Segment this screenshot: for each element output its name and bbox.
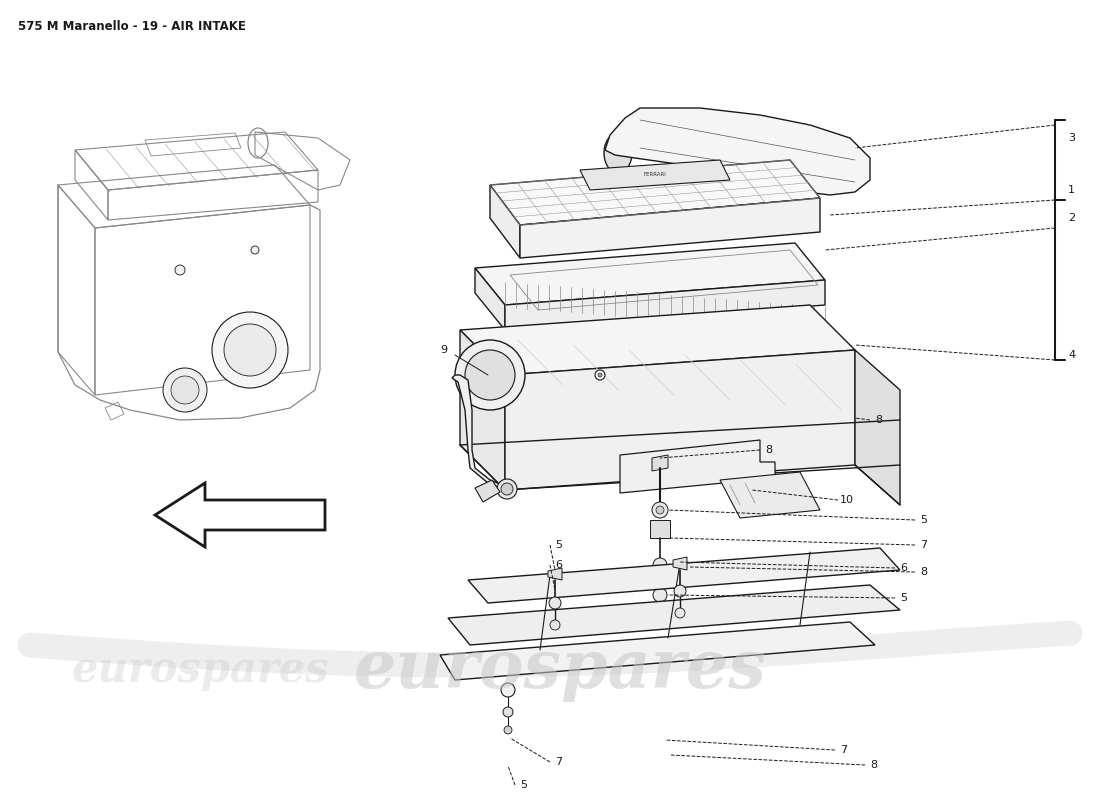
Text: 5: 5	[900, 593, 908, 603]
Polygon shape	[505, 280, 825, 330]
Polygon shape	[475, 243, 825, 305]
Text: 5: 5	[520, 780, 527, 790]
Text: 575 M Maranello - 19 - AIR INTAKE: 575 M Maranello - 19 - AIR INTAKE	[18, 20, 246, 33]
Circle shape	[674, 585, 686, 597]
Circle shape	[500, 683, 515, 697]
Circle shape	[595, 370, 605, 380]
Polygon shape	[673, 557, 688, 570]
Text: 8: 8	[870, 760, 877, 770]
Text: 7: 7	[556, 757, 562, 767]
Text: 7: 7	[920, 540, 927, 550]
Text: 2: 2	[1068, 213, 1075, 223]
Polygon shape	[468, 548, 900, 603]
Polygon shape	[580, 160, 730, 190]
Circle shape	[675, 608, 685, 618]
Polygon shape	[452, 375, 510, 490]
Circle shape	[163, 368, 207, 412]
Polygon shape	[448, 585, 900, 645]
Circle shape	[455, 340, 525, 410]
Text: FERRARI: FERRARI	[644, 173, 667, 178]
Circle shape	[549, 597, 561, 609]
Circle shape	[653, 558, 667, 572]
Circle shape	[224, 324, 276, 376]
Polygon shape	[652, 455, 668, 471]
Polygon shape	[460, 330, 505, 490]
Circle shape	[212, 312, 288, 388]
Polygon shape	[490, 160, 820, 225]
Polygon shape	[605, 108, 870, 195]
Text: 9: 9	[440, 345, 447, 355]
Text: 8: 8	[764, 445, 772, 455]
Polygon shape	[475, 480, 500, 502]
Polygon shape	[855, 350, 900, 505]
Circle shape	[656, 506, 664, 514]
Circle shape	[598, 373, 602, 377]
Circle shape	[503, 707, 513, 717]
Polygon shape	[520, 198, 820, 258]
Circle shape	[500, 483, 513, 495]
Text: 5: 5	[556, 540, 562, 550]
Circle shape	[170, 376, 199, 404]
Text: 8: 8	[920, 567, 927, 577]
Polygon shape	[650, 520, 670, 538]
Text: 5: 5	[920, 515, 927, 525]
Circle shape	[652, 502, 668, 518]
Circle shape	[251, 246, 258, 254]
Ellipse shape	[604, 133, 632, 173]
Polygon shape	[505, 350, 855, 490]
Text: 8: 8	[874, 415, 882, 425]
Polygon shape	[475, 268, 505, 330]
Text: 7: 7	[840, 745, 847, 755]
Polygon shape	[490, 185, 520, 258]
Text: 10: 10	[840, 495, 854, 505]
Polygon shape	[620, 440, 776, 493]
Text: 4: 4	[1068, 350, 1075, 360]
Text: 6: 6	[556, 560, 562, 570]
Text: eurospares: eurospares	[72, 649, 329, 691]
Polygon shape	[440, 622, 874, 680]
Circle shape	[175, 265, 185, 275]
Circle shape	[465, 350, 515, 400]
Text: 1: 1	[1068, 185, 1075, 195]
Text: 6: 6	[900, 563, 908, 573]
Circle shape	[497, 479, 517, 499]
Polygon shape	[155, 483, 324, 547]
Text: 3: 3	[1068, 133, 1075, 143]
Circle shape	[653, 588, 667, 602]
Circle shape	[550, 620, 560, 630]
Text: eurospares: eurospares	[353, 638, 767, 702]
Polygon shape	[548, 568, 562, 580]
Polygon shape	[460, 305, 855, 375]
Circle shape	[504, 726, 512, 734]
Polygon shape	[720, 472, 820, 518]
